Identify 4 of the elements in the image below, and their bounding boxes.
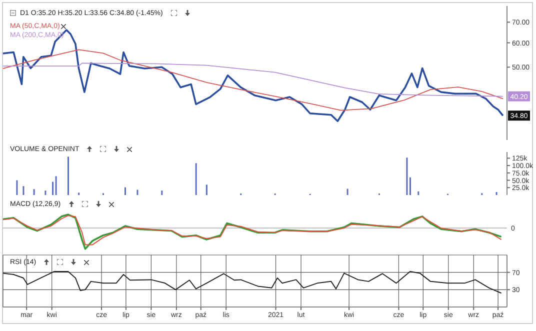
line-series	[3, 49, 504, 111]
line-series	[3, 270, 502, 294]
line-series	[3, 62, 504, 97]
line-series	[3, 29, 504, 122]
